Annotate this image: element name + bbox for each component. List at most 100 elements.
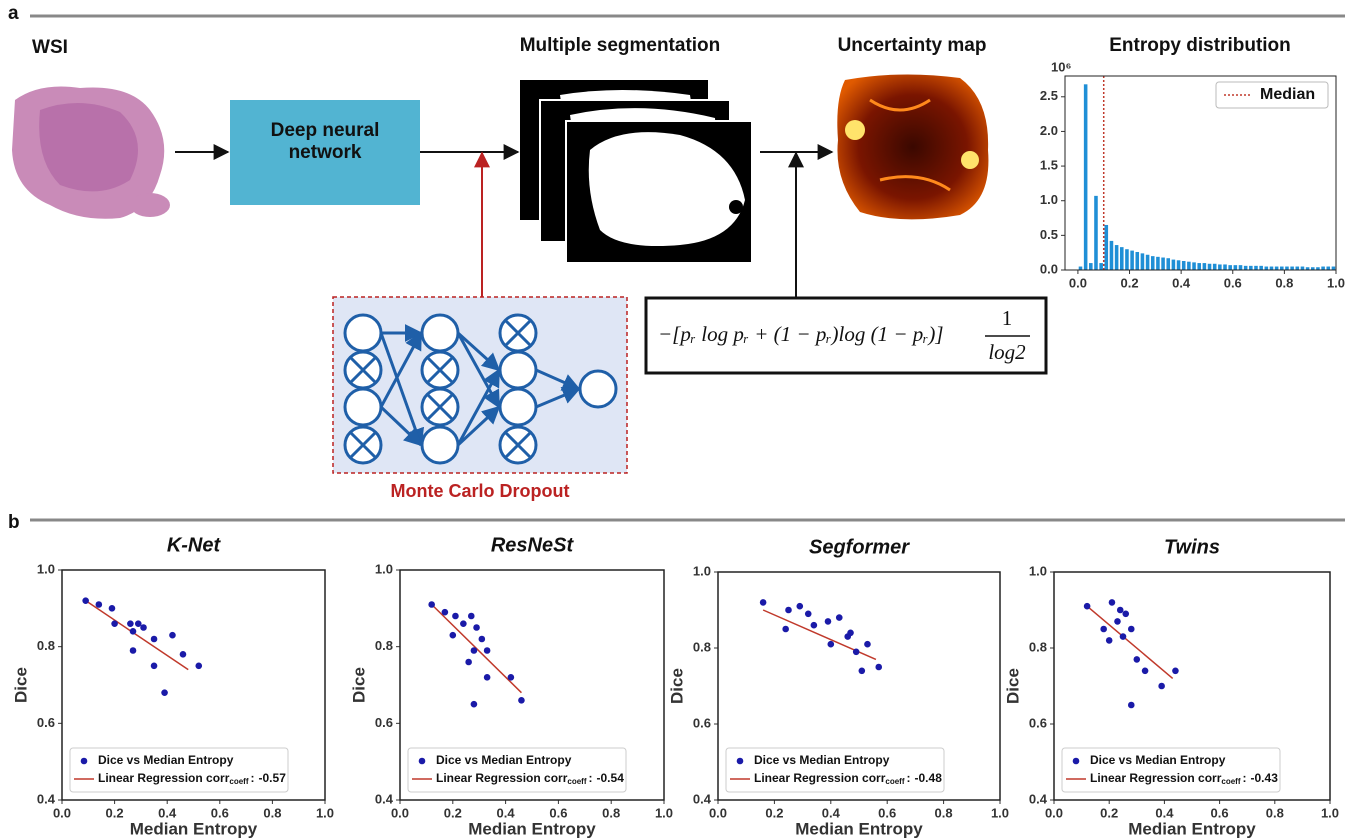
bar [1280,267,1284,270]
point [96,601,103,608]
point [127,620,134,627]
neuron [500,352,536,388]
point [473,624,480,631]
legend-corr: -0.54 [597,771,625,785]
point [471,701,478,708]
figure: a WSI Deep neural network Multiple segme… [0,0,1357,840]
bar [1161,258,1165,270]
bar [1120,247,1124,270]
point [859,668,866,675]
y-axis-label: Dice [11,667,30,703]
point [825,618,832,625]
point [1128,702,1135,709]
bar [1249,266,1253,270]
point [1172,668,1179,675]
bar [1079,267,1083,270]
legend-label: Linear Regression corrcoeff:-0.57 [98,771,286,786]
point [805,611,812,618]
y-tick-label: 1.5 [1040,158,1058,173]
regression-line [1087,606,1173,678]
x-axis-label: Median Entropy [1128,819,1256,838]
point [460,620,467,627]
legend-label: Dice vs Median Entropy [1090,753,1226,767]
legend-label: Linear Regression corrcoeff:-0.54 [436,771,624,786]
y-tick-label: 2.5 [1040,88,1058,103]
x-tick-label: 0.2 [444,805,462,820]
point [1122,611,1129,618]
point [1114,618,1121,625]
bar [1105,225,1109,270]
x-tick-label: 0.4 [158,805,177,820]
neuron [422,315,458,351]
bar [1259,266,1263,270]
point [82,597,89,604]
point [1106,637,1113,644]
x-tick-label: 1.0 [316,805,334,820]
legend-marker [1073,758,1080,765]
legend-text: Linear Regression corr [98,771,230,785]
x-tick-label: 0.0 [1069,275,1087,290]
point [1120,633,1127,640]
x-tick-label: 0.0 [709,805,727,820]
bar [1254,266,1258,270]
bar [1265,267,1269,270]
point [836,614,843,621]
stage-title: Uncertainty map [838,35,987,56]
uncertainty-image [837,74,988,219]
legend-corr: -0.43 [1251,771,1279,785]
y-tick-label: 0.8 [693,639,711,654]
chart-title: K-Net [167,534,222,556]
bar [1099,263,1103,270]
x-tick-label: 0.0 [391,805,409,820]
stage-title: Multiple segmentation [520,35,721,56]
point [479,636,486,643]
point [1128,626,1135,633]
legend-label: Dice vs Median Entropy [98,753,234,767]
x-tick-label: 0.4 [1155,805,1174,820]
bar [1228,265,1232,270]
bar [1326,267,1330,270]
x-axis-label: Median Entropy [468,819,596,838]
dropout-label: Monte Carlo Dropout [391,481,570,501]
x-tick-label: 0.8 [1266,805,1284,820]
point [468,613,475,620]
point [1109,599,1116,606]
bar [1192,262,1196,270]
point [195,663,202,670]
bar [1218,264,1222,270]
point [151,663,158,670]
x-tick-label: 1.0 [991,805,1009,820]
point [1142,668,1149,675]
x-tick-label: 0.6 [549,805,567,820]
y-multiplier: 10⁶ [1051,59,1071,74]
x-tick-label: 0.8 [935,805,953,820]
point [1117,607,1124,614]
legend-marker [737,758,744,765]
formula-numerator: 1 [1002,306,1013,330]
y-tick-label: 1.0 [1029,563,1047,578]
point [782,626,789,633]
point [828,641,835,648]
point [109,605,116,612]
bar [1321,267,1325,270]
x-tick-label: 0.6 [1224,275,1242,290]
point [140,624,147,631]
bar [1156,257,1160,270]
x-tick-label: 0.6 [211,805,229,820]
x-tick-label: 1.0 [1321,805,1339,820]
y-tick-label: 0.0 [1040,261,1058,276]
y-tick-label: 1.0 [1040,192,1058,207]
y-tick-label: 0.8 [375,638,393,653]
point [1100,626,1107,633]
legend-subscript: coeff [567,777,586,786]
bar [1182,261,1186,270]
bar [1141,253,1145,270]
y-tick-label: 0.6 [1029,715,1047,730]
point [785,607,792,614]
bar [1166,258,1170,270]
bar [1223,264,1227,270]
y-axis-label: Dice [667,668,686,704]
legend-text: Linear Regression corr [436,771,568,785]
legend-separator: : [907,771,911,785]
bar [1146,255,1150,270]
